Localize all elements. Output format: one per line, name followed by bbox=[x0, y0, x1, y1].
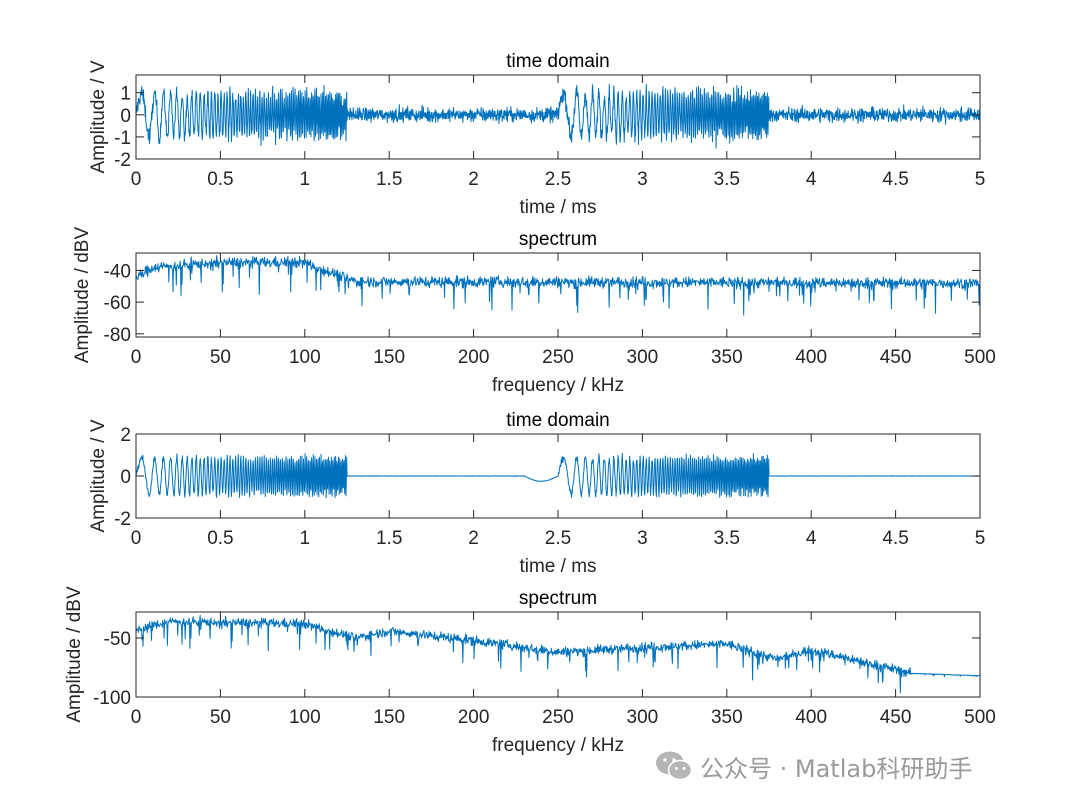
x-axis-label: time / ms bbox=[519, 556, 596, 577]
x-tick-label: 2 bbox=[468, 169, 479, 190]
x-tick-label: 350 bbox=[711, 347, 743, 368]
x-tick-label: 400 bbox=[795, 707, 827, 728]
x-tick-label: 200 bbox=[458, 707, 490, 728]
x-tick-label: 0.5 bbox=[207, 169, 233, 190]
y-tick-label: 1 bbox=[120, 84, 131, 105]
subplot-3 bbox=[135, 433, 981, 519]
x-tick-label: 4.5 bbox=[882, 169, 908, 190]
x-tick-label: 3 bbox=[637, 528, 648, 549]
y-tick-label: -2 bbox=[114, 150, 131, 171]
x-axis-label: time / ms bbox=[519, 197, 596, 218]
x-tick-label: 100 bbox=[289, 347, 321, 368]
subplot-1 bbox=[135, 74, 981, 160]
y-tick-label: 2 bbox=[120, 425, 131, 446]
x-tick-label: 0 bbox=[131, 707, 142, 728]
x-tick-label: 0 bbox=[131, 347, 142, 368]
subplot-4 bbox=[135, 611, 981, 698]
x-tick-label: 5 bbox=[975, 169, 986, 190]
series-line bbox=[135, 83, 981, 149]
subplot-title: time domain bbox=[506, 410, 610, 431]
x-tick-label: 5 bbox=[975, 528, 986, 549]
x-tick-label: 1.5 bbox=[376, 528, 402, 549]
y-axis-label: Amplitude / V bbox=[88, 419, 109, 532]
subplot-title: spectrum bbox=[519, 588, 597, 609]
wechat-icon bbox=[656, 751, 693, 781]
subplot-title: time domain bbox=[506, 51, 610, 72]
x-tick-label: 2.5 bbox=[545, 528, 571, 549]
y-tick-label: 0 bbox=[120, 467, 131, 488]
y-tick-label: -2 bbox=[114, 509, 131, 530]
x-tick-label: 50 bbox=[210, 707, 231, 728]
x-axis-label: frequency / kHz bbox=[492, 375, 624, 396]
x-tick-label: 150 bbox=[373, 347, 405, 368]
x-tick-label: 500 bbox=[964, 347, 996, 368]
y-axis-label: Amplitude / V bbox=[88, 60, 109, 173]
y-axis-label: Amplitude / dBV bbox=[64, 586, 85, 723]
x-tick-label: 300 bbox=[627, 347, 659, 368]
x-tick-label: 2 bbox=[468, 528, 479, 549]
x-tick-label: 0 bbox=[131, 528, 142, 549]
x-tick-label: 450 bbox=[880, 707, 912, 728]
x-axis-label: frequency / kHz bbox=[492, 735, 624, 756]
watermark: 公众号 · Matlab科研助手 bbox=[654, 746, 972, 786]
y-tick-label: 0 bbox=[120, 106, 131, 127]
x-tick-label: 150 bbox=[373, 707, 405, 728]
y-tick-label: -1 bbox=[114, 128, 131, 149]
subplot-2 bbox=[135, 252, 981, 338]
y-tick-label: -60 bbox=[104, 293, 131, 314]
x-tick-label: 500 bbox=[964, 707, 996, 728]
x-tick-label: 250 bbox=[542, 347, 574, 368]
series-line bbox=[135, 255, 981, 316]
x-tick-label: 300 bbox=[627, 707, 659, 728]
y-tick-label: -100 bbox=[93, 688, 131, 709]
x-tick-label: 350 bbox=[711, 707, 743, 728]
x-tick-label: 3.5 bbox=[714, 169, 740, 190]
x-tick-label: 1 bbox=[300, 528, 311, 549]
x-tick-label: 0 bbox=[131, 169, 142, 190]
x-tick-label: 100 bbox=[289, 707, 321, 728]
x-tick-label: 4.5 bbox=[882, 528, 908, 549]
watermark-text: 公众号 · Matlab科研助手 bbox=[700, 754, 973, 783]
x-tick-label: 3 bbox=[637, 169, 648, 190]
x-tick-label: 400 bbox=[795, 347, 827, 368]
x-tick-label: 50 bbox=[210, 347, 231, 368]
y-tick-label: -50 bbox=[104, 629, 131, 650]
x-tick-label: 3.5 bbox=[714, 528, 740, 549]
x-tick-label: 450 bbox=[880, 347, 912, 368]
x-tick-label: 4 bbox=[806, 528, 817, 549]
y-axis-label: Amplitude / dBV bbox=[72, 227, 93, 364]
x-tick-label: 4 bbox=[806, 169, 817, 190]
x-tick-label: 0.5 bbox=[207, 528, 233, 549]
x-tick-label: 2.5 bbox=[545, 169, 571, 190]
series-line bbox=[135, 452, 981, 499]
series-line bbox=[135, 614, 981, 694]
x-tick-label: 200 bbox=[458, 347, 490, 368]
y-tick-label: -40 bbox=[104, 261, 131, 282]
x-tick-label: 250 bbox=[542, 707, 574, 728]
x-tick-label: 1.5 bbox=[376, 169, 402, 190]
plot-area bbox=[136, 253, 980, 337]
y-tick-label: -80 bbox=[104, 325, 131, 346]
x-tick-label: 1 bbox=[300, 169, 311, 190]
subplot-title: spectrum bbox=[519, 229, 597, 250]
